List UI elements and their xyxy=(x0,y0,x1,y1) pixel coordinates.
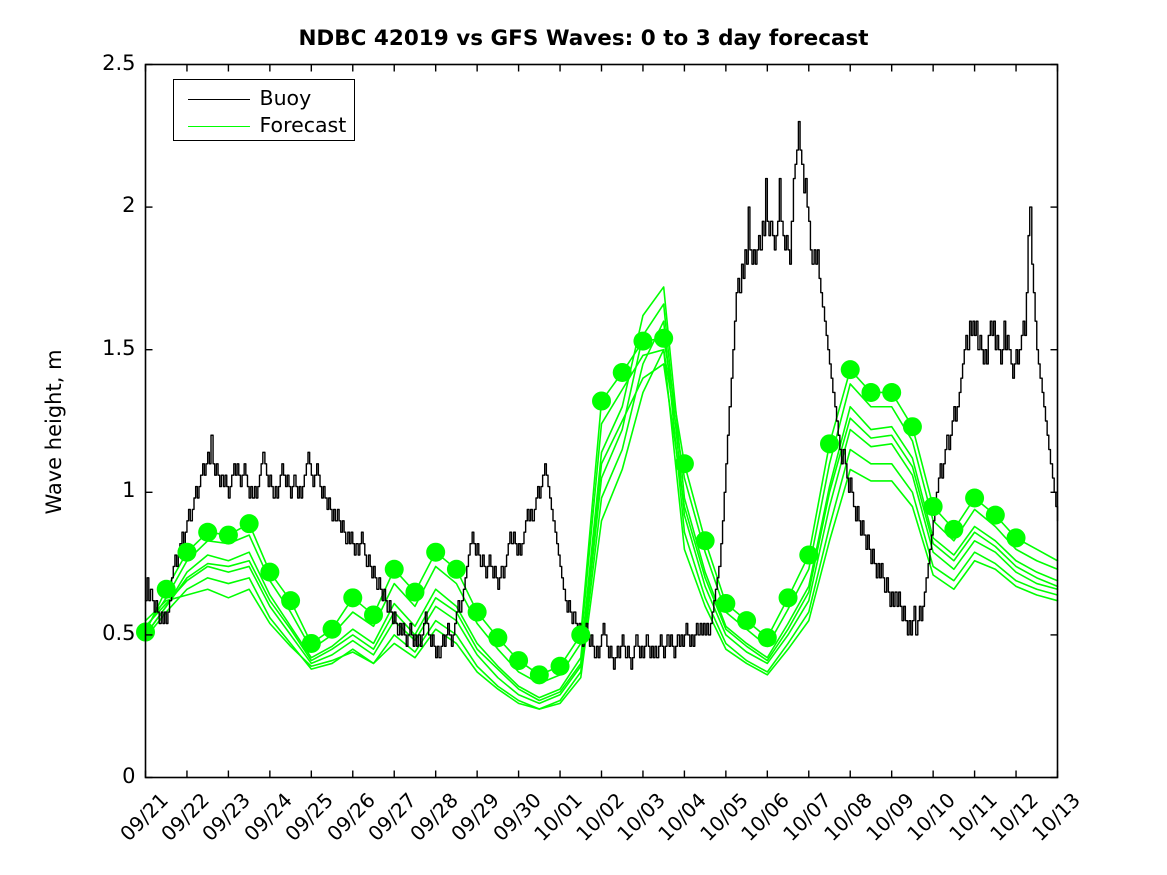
y-tick-label: 0 xyxy=(122,763,136,788)
series-line xyxy=(144,363,1059,702)
forecast-marker xyxy=(218,525,238,545)
forecast-marker xyxy=(654,328,674,348)
forecast-marker xyxy=(343,588,363,608)
forecast-marker xyxy=(467,602,487,622)
y-tick-label: 0.5 xyxy=(102,620,136,645)
forecast-marker xyxy=(198,522,218,542)
forecast-marker xyxy=(985,505,1005,525)
forecast-marker xyxy=(239,514,259,534)
legend-swatch xyxy=(187,98,250,100)
forecast-marker xyxy=(861,382,881,402)
forecast-marker xyxy=(592,391,611,411)
series-line xyxy=(144,348,1059,710)
forecast-marker xyxy=(882,382,902,402)
forecast-marker xyxy=(156,579,176,599)
forecast-marker xyxy=(364,605,383,625)
legend-label: Forecast xyxy=(259,112,347,137)
y-tick-label: 2 xyxy=(122,193,136,218)
forecast-marker xyxy=(757,628,777,648)
forecast-marker xyxy=(260,562,280,582)
series-line xyxy=(144,120,1059,670)
forecast-marker xyxy=(384,559,404,579)
forecast-marker xyxy=(923,497,943,517)
forecast-marker xyxy=(965,488,985,508)
forecast-marker xyxy=(571,625,591,645)
series-line xyxy=(144,286,1059,699)
forecast-marker xyxy=(446,559,466,579)
legend-swatch xyxy=(187,125,250,127)
forecast-marker xyxy=(716,594,736,614)
forecast-marker xyxy=(529,665,549,685)
chart-title: NDBC 42019 vs GFS Waves: 0 to 3 day fore… xyxy=(298,26,869,51)
forecast-marker xyxy=(820,434,839,454)
forecast-marker xyxy=(944,519,964,539)
y-tick-label: 2.5 xyxy=(102,50,136,75)
y-tick-label: 1 xyxy=(122,478,136,503)
forecast-marker xyxy=(902,417,922,437)
series-layer xyxy=(144,120,1059,710)
forecast-marker xyxy=(737,611,757,631)
legend: Buoy Forecast xyxy=(172,78,355,141)
forecast-marker xyxy=(633,331,653,351)
forecast-marker xyxy=(778,588,798,608)
axis-box xyxy=(144,63,1059,779)
forecast-marker xyxy=(674,454,694,474)
forecast-marker xyxy=(695,531,715,551)
forecast-marker xyxy=(281,591,301,611)
forecast-marker xyxy=(301,633,321,653)
series-line xyxy=(144,303,1059,705)
marker-layer xyxy=(136,328,1026,685)
legend-item: Forecast xyxy=(174,112,354,140)
legend-label: Buoy xyxy=(259,85,312,110)
y-tick-label: 1.5 xyxy=(102,335,136,360)
forecast-marker xyxy=(509,651,529,671)
forecast-marker xyxy=(550,656,570,676)
axes-layer xyxy=(144,63,1059,779)
legend-item: Buoy xyxy=(174,85,354,113)
forecast-marker xyxy=(426,542,446,562)
forecast-marker xyxy=(612,363,632,383)
series-line xyxy=(144,320,1059,710)
forecast-marker xyxy=(177,542,197,562)
forecast-marker xyxy=(799,545,819,565)
forecast-marker xyxy=(840,360,860,380)
forecast-marker xyxy=(405,582,425,602)
forecast-marker xyxy=(322,619,342,639)
forecast-marker xyxy=(488,628,508,648)
forecast-marker xyxy=(1006,528,1026,548)
